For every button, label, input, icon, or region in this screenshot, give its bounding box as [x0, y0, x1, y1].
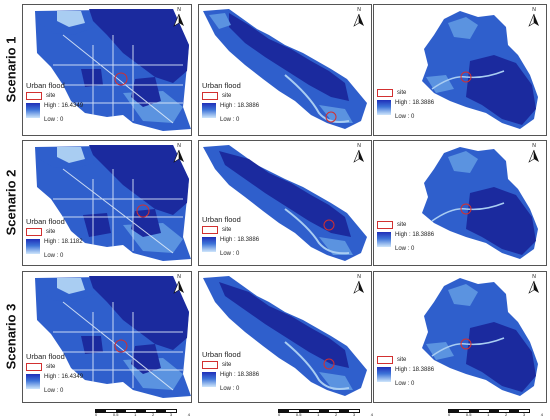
flood-depth-ramp: [202, 237, 216, 252]
flood-map: [35, 9, 191, 131]
legend-title: Urban flood: [202, 81, 241, 90]
site-swatch: [377, 221, 393, 229]
legend-title: Urban flood: [26, 352, 65, 361]
scalebar-col3: 0 0.5 1 2 3 4: [448, 408, 543, 418]
flood-map: [35, 145, 191, 261]
flood-map: [422, 147, 538, 259]
legend-high: High : 18.3886: [395, 367, 435, 373]
legend-high: High : 18.3886: [220, 237, 260, 243]
map-panel-s2-site1: N Urban flood site High : 18.1182 Low : 0: [22, 140, 192, 266]
legend-site-label: site: [46, 93, 56, 99]
north-arrow: N: [173, 7, 185, 27]
north-arrow: N: [173, 274, 185, 294]
site-swatch: [202, 361, 218, 369]
legend-site-label: site: [46, 229, 56, 235]
site-swatch: [202, 92, 218, 100]
legend-site-label: site: [222, 362, 232, 368]
flood-depth-ramp: [26, 239, 40, 254]
flood-map: [35, 276, 191, 398]
legend-low: Low : 0: [44, 388, 64, 394]
north-arrow: N: [528, 143, 540, 163]
legend-title: Urban flood: [26, 217, 65, 226]
north-arrow: N: [528, 7, 540, 27]
flood-depth-ramp: [377, 100, 391, 115]
north-arrow: N: [353, 274, 365, 294]
row-label-scenario-1: Scenario 1: [3, 36, 19, 102]
legend-high: High : 16.4349: [44, 103, 84, 109]
map-panel-s2-site2: N Urban flood site High : 18.3886 Low : 0: [198, 140, 372, 266]
scalebar-col2: 0 0.5 1 2 3 4: [278, 408, 373, 418]
map-panel-s1-site2: N Urban flood site High : 18.3886 Low : 0: [198, 4, 372, 136]
flood-map: [203, 9, 367, 129]
legend: Urban flood site High : 16.4349 Low : 0: [26, 81, 83, 123]
legend-low: Low : 0: [44, 117, 64, 123]
legend: Urban flood site High : 18.3886 Low : 0: [202, 215, 259, 257]
legend-high: High : 18.3886: [395, 232, 435, 238]
legend-low: Low : 0: [44, 253, 64, 259]
legend-high: High : 18.3886: [220, 372, 260, 378]
legend-high: High : 18.1182: [44, 239, 83, 245]
flood-map: [422, 278, 538, 396]
legend: site High : 18.3886 Low : 0: [377, 356, 434, 387]
north-arrow: N: [353, 7, 365, 27]
legend-site-label: site: [222, 93, 232, 99]
legend: site High : 18.3886 Low : 0: [377, 221, 434, 252]
legend: Urban flood site High : 18.3886 Low : 0: [202, 350, 259, 392]
legend-site-label: site: [46, 364, 56, 370]
north-arrow: N: [353, 143, 365, 163]
site-swatch: [26, 228, 42, 236]
north-arrow: N: [173, 143, 185, 163]
legend-title: Urban flood: [202, 350, 241, 359]
row-label-scenario-2: Scenario 2: [3, 169, 19, 235]
legend-site-label: site: [397, 357, 407, 363]
site-swatch: [377, 356, 393, 364]
site-swatch: [26, 363, 42, 371]
map-panel-s1-site3: N site High : 18.3886 Low : 0: [373, 4, 547, 136]
row-label-scenario-3: Scenario 3: [3, 303, 19, 369]
legend: Urban flood site High : 18.1182 Low : 0: [26, 217, 83, 259]
legend-site-label: site: [222, 227, 232, 233]
north-arrow: N: [528, 274, 540, 294]
site-swatch: [377, 89, 393, 97]
legend-high: High : 18.3886: [395, 100, 435, 106]
map-panel-s2-site3: N site High : 18.3886 Low : 0: [373, 140, 547, 266]
flood-map: [422, 11, 538, 129]
legend-low: Low : 0: [220, 251, 240, 257]
map-panel-s3-site1: N Urban flood site High : 16.4349 Low : 0: [22, 271, 192, 403]
legend-high: High : 16.4349: [44, 374, 84, 380]
map-panel-s3-site2: N Urban flood site High : 18.3886 Low : 0: [198, 271, 372, 403]
site-swatch: [202, 226, 218, 234]
flood-depth-ramp: [26, 103, 40, 118]
legend-low: Low : 0: [220, 386, 240, 392]
legend-low: Low : 0: [395, 381, 415, 387]
legend-low: Low : 0: [395, 114, 415, 120]
flood-depth-ramp: [202, 372, 216, 387]
legend-title: Urban flood: [202, 215, 241, 224]
map-panel-s3-site3: N site High : 18.3886 Low : 0: [373, 271, 547, 403]
flood-depth-ramp: [377, 367, 391, 382]
legend-site-label: site: [397, 222, 407, 228]
legend-low: Low : 0: [220, 117, 240, 123]
legend: Urban flood site High : 16.4349 Low : 0: [26, 352, 83, 394]
flood-depth-ramp: [26, 374, 40, 389]
flood-map: [203, 145, 367, 261]
legend-low: Low : 0: [395, 246, 415, 252]
flood-depth-ramp: [377, 232, 391, 247]
legend-high: High : 18.3886: [220, 103, 260, 109]
site-swatch: [26, 92, 42, 100]
legend: Urban flood site High : 18.3886 Low : 0: [202, 81, 259, 123]
legend-site-label: site: [397, 90, 407, 96]
flood-map: [203, 276, 367, 396]
legend-title: Urban flood: [26, 81, 65, 90]
flood-depth-ramp: [202, 103, 216, 118]
legend: site High : 18.3886 Low : 0: [377, 89, 434, 120]
scalebar-col1: 0 0.5 1 2 3 4: [95, 408, 190, 418]
map-panel-s1-site1: N Urban flood site High : 16.4349 Low : 0: [22, 4, 192, 136]
